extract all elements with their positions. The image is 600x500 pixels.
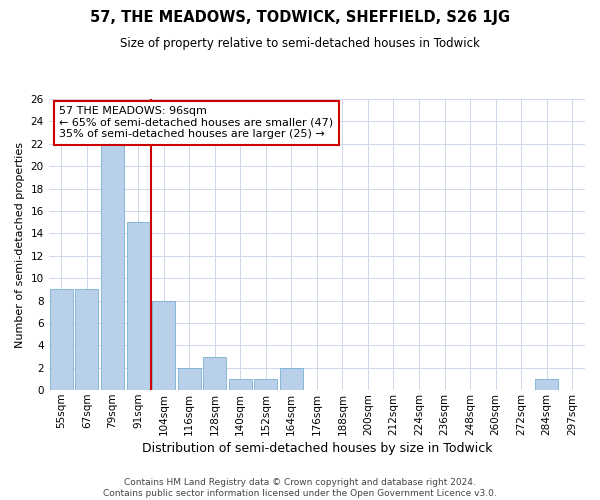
Text: Size of property relative to semi-detached houses in Todwick: Size of property relative to semi-detach…	[120, 38, 480, 51]
Bar	[203, 356, 226, 390]
Bar	[101, 144, 124, 390]
Y-axis label: Number of semi-detached properties: Number of semi-detached properties	[15, 142, 25, 348]
Bar	[178, 368, 200, 390]
Text: 57, THE MEADOWS, TODWICK, SHEFFIELD, S26 1JG: 57, THE MEADOWS, TODWICK, SHEFFIELD, S26…	[90, 10, 510, 25]
Bar	[76, 290, 98, 390]
Text: 57 THE MEADOWS: 96sqm
← 65% of semi-detached houses are smaller (47)
35% of semi: 57 THE MEADOWS: 96sqm ← 65% of semi-deta…	[59, 106, 334, 140]
Text: Contains HM Land Registry data © Crown copyright and database right 2024.
Contai: Contains HM Land Registry data © Crown c…	[103, 478, 497, 498]
Bar	[127, 222, 149, 390]
Bar	[50, 290, 73, 390]
Bar	[152, 300, 175, 390]
Bar	[535, 379, 558, 390]
Bar	[229, 379, 252, 390]
Bar	[280, 368, 303, 390]
Bar	[254, 379, 277, 390]
X-axis label: Distribution of semi-detached houses by size in Todwick: Distribution of semi-detached houses by …	[142, 442, 492, 455]
